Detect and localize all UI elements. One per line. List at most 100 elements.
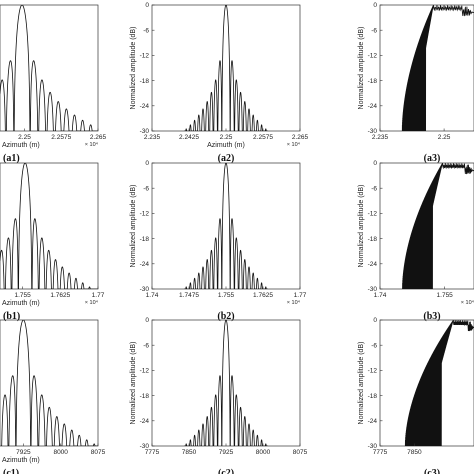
x-tick-label: 2.235: [144, 134, 161, 141]
y-tick-label: -6: [143, 185, 149, 192]
x-tick-label: 1.755: [218, 292, 235, 299]
x-tick-label: 1.755: [14, 292, 31, 299]
plot-frame: [151, 319, 301, 447]
x-tick-label: 7925: [219, 449, 234, 456]
panel-label: (b3): [423, 311, 440, 322]
y-tick-label: -30: [368, 443, 378, 450]
plot-frame: [0, 4, 99, 132]
y-tick-label: -18: [368, 393, 378, 400]
y-tick-label: -24: [368, 103, 378, 110]
x-multiplier: × 10⁴: [461, 299, 474, 306]
y-tick-label: -30: [368, 128, 378, 135]
chart-panel-a2: 2.235 2.2425 2.25 2.2575 2.265 0 -6 -12 -18 -24 -3…: [130, 2, 309, 164]
chart-panel-b1: 1.755 1.7625 1.77× 10⁴ Azimuth (m) (b1): [0, 162, 105, 322]
x-tick-label: 7925: [16, 449, 31, 456]
y-tick-label: -6: [371, 342, 377, 349]
series-line: [0, 320, 98, 446]
x-tick-label: 7850: [182, 449, 197, 456]
series-line: [184, 320, 268, 446]
y-axis-label: Normalized amplitude (dB): [130, 342, 137, 425]
panel-label: (a3): [424, 153, 441, 164]
y-tick-label: -6: [371, 27, 377, 34]
x-tick-label: 7775: [373, 449, 388, 456]
series-line: [184, 5, 268, 131]
x-multiplier: × 10⁴: [85, 299, 99, 306]
y-tick-label: 0: [145, 160, 149, 167]
y-tick-label: -6: [143, 27, 149, 34]
panel-label: (c2): [218, 468, 234, 474]
plot-frame: [151, 162, 301, 290]
y-axis-label: Normalized amplitude (dB): [130, 185, 137, 268]
y-tick-label: -30: [140, 443, 150, 450]
y-tick-label: 0: [373, 2, 377, 9]
y-tick-label: -12: [368, 368, 378, 375]
x-tick-label: 1.7475: [179, 292, 199, 299]
series-line: [184, 163, 268, 289]
y-axis-label: Normalized amplitude (dB): [130, 27, 137, 110]
y-axis-label: Normalized amplitude (dB): [358, 342, 365, 425]
x-tick-label: 8000: [53, 449, 68, 456]
y-tick-label: -12: [368, 53, 378, 60]
x-tick-label: 1.74: [374, 292, 387, 299]
x-tick-label: 2.25: [220, 134, 233, 141]
x-multiplier: × 10⁴: [85, 141, 99, 148]
x-tick-label: 1.77: [92, 292, 105, 299]
y-tick-label: 0: [145, 317, 149, 324]
series-line: [404, 320, 474, 446]
x-tick-label: 2.25: [438, 134, 451, 141]
panel-label: (c1): [3, 468, 19, 474]
y-tick-label: -12: [368, 211, 378, 218]
x-multiplier: × 10⁴: [287, 299, 301, 306]
y-tick-label: -24: [368, 418, 378, 425]
series-line: [0, 5, 98, 131]
y-tick-label: -12: [140, 368, 150, 375]
x-axis-label: Azimuth (m): [2, 300, 40, 307]
chart-panel-b3: 1.74 1.755 0 -6 -12 -18 -24 -30 × 10⁴ Normalized …: [358, 160, 474, 322]
chart-panel-c1: 7925 8000 8075 Azimuth (m) (c1): [0, 319, 106, 474]
y-tick-label: 0: [373, 160, 377, 167]
x-axis-label: Azimuth (m): [207, 142, 245, 149]
x-tick-label: 1.77: [294, 292, 307, 299]
y-tick-label: -18: [368, 236, 378, 243]
x-tick-label: 1.7625: [253, 292, 273, 299]
plot-frame: [0, 162, 99, 290]
y-tick-label: -18: [140, 78, 150, 85]
panel-label: (a1): [3, 153, 20, 164]
panel-label: (b1): [3, 311, 20, 322]
x-tick-label: 8000: [256, 449, 271, 456]
x-tick-label: 1.755: [437, 292, 454, 299]
y-tick-label: -24: [368, 261, 378, 268]
x-tick-label: 8075: [293, 449, 308, 456]
plot-frame: [0, 319, 99, 447]
panel-label: (a2): [218, 153, 235, 164]
x-tick-label: 8075: [91, 449, 106, 456]
y-tick-label: -18: [140, 236, 150, 243]
x-multiplier: × 10⁴: [287, 141, 301, 148]
x-axis-label: Azimuth (m): [2, 457, 40, 464]
y-tick-label: 0: [145, 2, 149, 9]
y-tick-label: -30: [140, 286, 150, 293]
y-tick-label: -30: [140, 128, 150, 135]
x-tick-label: 2.2575: [51, 134, 71, 141]
chart-panel-a1: 2.25 2.2575 2.265× 10⁴ Azimuth (m) (a1): [0, 4, 107, 164]
x-tick-label: 2.25: [18, 134, 31, 141]
series-line: [401, 5, 474, 131]
y-tick-label: -18: [368, 78, 378, 85]
y-tick-label: -6: [143, 342, 149, 349]
chart-panel-b2: 1.74 1.7475 1.755 1.7625 1.77 0 -6 -12 -18 -24 -30…: [130, 160, 307, 322]
y-tick-label: -12: [140, 53, 150, 60]
y-tick-label: -24: [140, 261, 150, 268]
y-tick-label: -24: [140, 418, 150, 425]
x-tick-label: 2.265: [292, 134, 309, 141]
x-tick-label: 1.74: [146, 292, 159, 299]
x-tick-label: 2.235: [372, 134, 389, 141]
series-line: [402, 163, 474, 289]
x-tick-label: 1.7625: [50, 292, 70, 299]
y-tick-label: -18: [140, 393, 150, 400]
plot-frame: [379, 4, 474, 132]
x-tick-label: 7775: [145, 449, 160, 456]
panel-label: (c3): [424, 468, 440, 474]
series-line: [0, 163, 98, 289]
plot-frame: [151, 4, 301, 132]
y-tick-label: -30: [368, 286, 378, 293]
